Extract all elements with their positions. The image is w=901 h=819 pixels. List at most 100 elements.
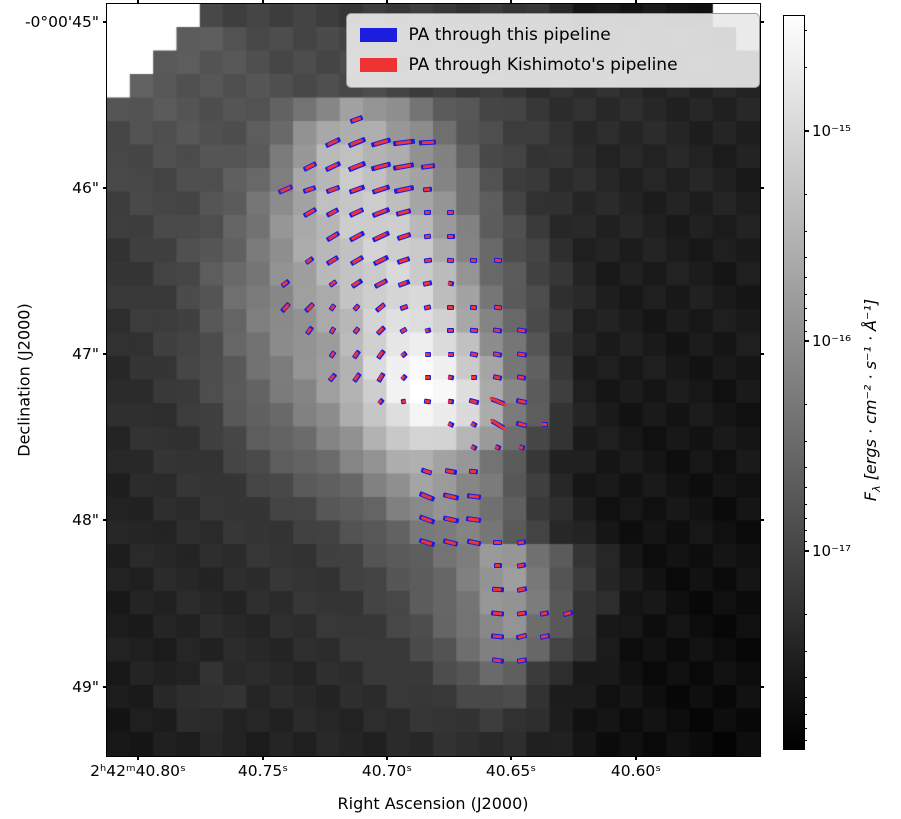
legend-swatch-blue (359, 28, 397, 42)
colorbar-minor-tick (804, 697, 807, 699)
colorbar-tick (804, 550, 809, 552)
x-tick (510, 756, 512, 760)
x-tick-label: 40.60ˢ (610, 762, 662, 780)
colorbar-minor-tick (804, 320, 807, 322)
pa-vector-red (494, 564, 501, 567)
colorbar-minor-tick (804, 727, 807, 729)
y-tick (103, 686, 107, 688)
pa-vector-layer (107, 4, 760, 756)
colorbar-tick (804, 130, 809, 132)
colorbar-minor-tick (804, 540, 807, 542)
y-tick-right (760, 21, 764, 23)
colorbar-minor-tick (804, 256, 807, 258)
colorbar-tick-label: 10⁻¹⁵ (812, 122, 852, 140)
y-tick-label: 47" (72, 345, 99, 363)
legend: PA through this pipeline PA through Kish… (345, 12, 760, 88)
colorbar-minor-tick (804, 517, 807, 519)
y-tick-label: 46" (72, 179, 99, 197)
pa-vector-red (494, 541, 501, 544)
legend-label: PA through this pipeline (408, 24, 611, 45)
colorbar-title-subscript: λ (870, 485, 883, 492)
x-tick-top (510, 0, 512, 4)
pa-vector-red (470, 469, 477, 474)
pa-vector-red (425, 376, 430, 379)
pa-vector-red (470, 328, 477, 333)
pa-vector-red (448, 329, 453, 332)
legend-label: PA through Kishimoto's pipeline (408, 54, 678, 75)
pa-vector-red (353, 304, 360, 311)
x-tick-top (137, 0, 139, 4)
colorbar-minor-tick (804, 440, 807, 442)
colorbar-tick (804, 340, 809, 342)
x-tick-top (635, 0, 637, 4)
colorbar-minor-tick (804, 67, 807, 69)
legend-item-kishimoto-pipeline: PA through Kishimoto's pipeline (347, 54, 759, 75)
y-tick (103, 21, 107, 23)
colorbar (783, 15, 805, 750)
y-tick (103, 187, 107, 189)
colorbar-minor-tick (804, 193, 807, 195)
pa-vector-red (424, 234, 431, 239)
x-axis-title: Right Ascension (J2000) (337, 794, 529, 813)
x-tick-label: 40.65ˢ (485, 762, 537, 780)
colorbar-minor-tick (804, 713, 807, 715)
colorbar-minor-tick (804, 613, 807, 615)
x-tick-top (386, 0, 388, 4)
x-tick (635, 756, 637, 760)
colorbar-minor-tick (804, 487, 807, 489)
pa-vector-red (447, 210, 453, 215)
y-tick-label: 49" (72, 678, 99, 696)
y-tick-right (760, 187, 764, 189)
pa-vector-red (470, 258, 477, 263)
colorbar-minor-tick (804, 403, 807, 405)
pa-vector-red (448, 353, 453, 356)
colorbar-minor-tick (804, 277, 807, 279)
x-tick-label: 40.70ˢ (361, 762, 413, 780)
colorbar-minor-tick (804, 230, 807, 232)
y-tick-right (760, 353, 764, 355)
pa-vector-red (401, 399, 406, 404)
colorbar-minor-tick (804, 530, 807, 532)
colorbar-tick-label: 10⁻¹⁷ (812, 542, 852, 560)
y-axis-title: Declination (J2000) (14, 303, 34, 457)
pa-vector-red (421, 140, 434, 145)
x-tick (386, 756, 388, 760)
y-tick (103, 353, 107, 355)
colorbar-minor-tick (804, 307, 807, 309)
pa-vector-red (447, 258, 454, 263)
pa-vector-red (494, 258, 501, 263)
colorbar-minor-tick (804, 30, 807, 32)
colorbar-minor-tick (804, 650, 807, 652)
x-tick-label: 40.75ˢ (237, 762, 289, 780)
colorbar-minor-tick (804, 330, 807, 332)
x-tick (137, 756, 139, 760)
pa-vector-red (425, 353, 430, 356)
colorbar-title-symbol: F (861, 491, 880, 502)
pa-vector-red (424, 210, 430, 215)
pa-vector-red (471, 376, 476, 379)
colorbar-title-units: [ergs · cm⁻² · s⁻¹ · Å⁻¹] (861, 298, 880, 486)
colorbar-minor-tick (804, 293, 807, 295)
colorbar-minor-tick (804, 503, 807, 505)
plot-area: PA through this pipeline PA through Kish… (105, 2, 761, 757)
legend-swatch-red (359, 58, 397, 72)
pa-vector-red (470, 305, 477, 310)
colorbar-minor-tick (804, 676, 807, 678)
y-tick-right (760, 686, 764, 688)
colorbar-title: Fλ [ergs · cm⁻² · s⁻¹ · Å⁻¹] (861, 299, 883, 501)
y-tick-right (760, 519, 764, 521)
x-tick-label: 2ʰ42ᵐ40.80ˢ (90, 762, 186, 780)
pa-vector-red (447, 235, 454, 238)
pa-vector-red (493, 587, 502, 592)
colorbar-tick-label: 10⁻¹⁶ (812, 332, 852, 350)
legend-item-this-pipeline: PA through this pipeline (347, 24, 759, 45)
pa-vector-red (494, 305, 501, 310)
colorbar-minor-tick (804, 466, 807, 468)
colorbar-minor-tick (804, 740, 807, 742)
y-tick-label: 48" (72, 511, 99, 529)
flux-image (106, 3, 760, 756)
y-tick (103, 519, 107, 521)
pa-vector-red (448, 306, 453, 309)
pa-vector-red (542, 423, 547, 426)
